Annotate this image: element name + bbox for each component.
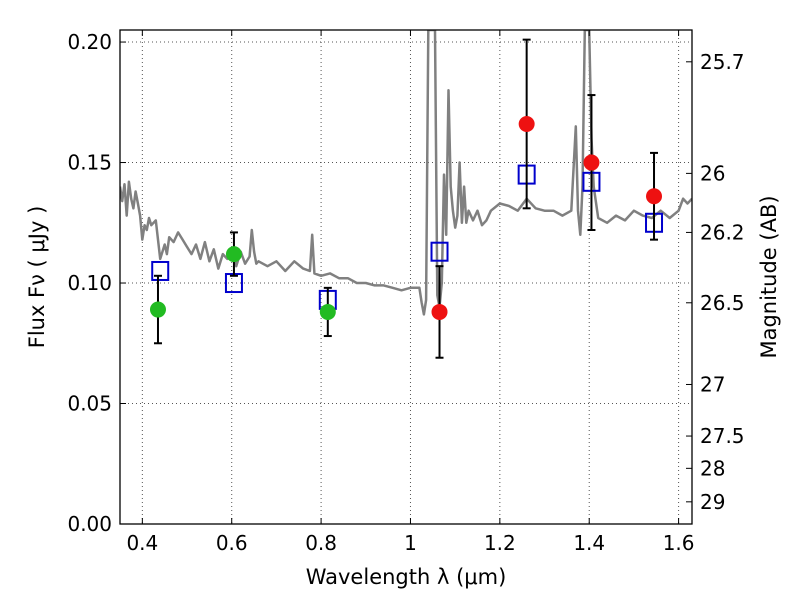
x-tick-label: 0.8 bbox=[305, 531, 337, 555]
spectrum-line bbox=[120, 30, 692, 316]
right-y-axis-title: Magnitude (AB) bbox=[757, 195, 781, 358]
right-tick-label: 25.7 bbox=[700, 50, 745, 74]
x-tick-label: 1.2 bbox=[484, 531, 516, 555]
right-tick-label: 26.2 bbox=[700, 220, 745, 244]
right-tick-label: 27.5 bbox=[700, 424, 745, 448]
x-tick-label: 0.6 bbox=[216, 531, 248, 555]
model-photometry-point bbox=[151, 260, 170, 281]
y-tick-label: 0.20 bbox=[67, 30, 112, 54]
nir-point bbox=[518, 115, 535, 132]
right-tick-label: 29 bbox=[700, 490, 725, 514]
nir-point bbox=[646, 188, 663, 205]
y-tick-label: 0.00 bbox=[67, 512, 112, 536]
x-axis-title: Wavelength λ (μm) bbox=[306, 565, 507, 589]
right-tick-label: 28 bbox=[700, 456, 725, 480]
plot-frame bbox=[119, 29, 693, 525]
optical-point bbox=[319, 303, 336, 320]
y-tick-label: 0.05 bbox=[67, 392, 112, 416]
x-tick-label: 1 bbox=[404, 531, 417, 555]
optical-point bbox=[149, 301, 166, 318]
y-tick-label: 0.15 bbox=[67, 151, 112, 175]
right-tick-label: 26 bbox=[700, 161, 725, 185]
x-tick-label: 1.4 bbox=[573, 531, 605, 555]
x-tick-label: 1.6 bbox=[663, 531, 695, 555]
optical-point bbox=[225, 246, 242, 263]
plot-area bbox=[120, 30, 692, 359]
y-axis-title: Flux Fν ( μJy ) bbox=[25, 206, 49, 349]
nir-point bbox=[583, 154, 600, 171]
ticks: 0.4 0.6 0.8 1 1.2 1.4 1.6 0.00 0.05 0.10 0.15 0.20 2… bbox=[67, 30, 745, 555]
model-photometry-point bbox=[430, 241, 449, 262]
grid bbox=[120, 30, 692, 525]
x-tick-label: 0.4 bbox=[126, 531, 158, 555]
nir-point bbox=[431, 303, 448, 320]
right-tick-label: 27 bbox=[700, 372, 725, 396]
right-tick-label: 26.5 bbox=[700, 291, 745, 315]
y-tick-label: 0.10 bbox=[67, 271, 112, 295]
